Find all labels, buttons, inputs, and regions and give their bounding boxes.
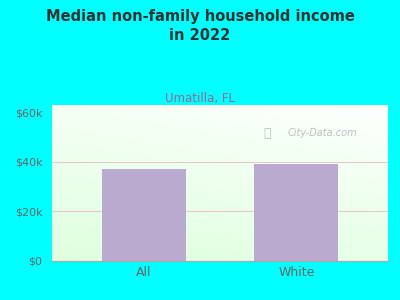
- Bar: [254, 164, 338, 261]
- Text: Median non-family household income
in 2022: Median non-family household income in 20…: [46, 9, 354, 43]
- Text: Umatilla, FL: Umatilla, FL: [165, 92, 235, 104]
- Text: ⦿: ⦿: [264, 127, 271, 140]
- Text: City-Data.com: City-Data.com: [287, 128, 357, 138]
- Bar: [102, 169, 186, 261]
